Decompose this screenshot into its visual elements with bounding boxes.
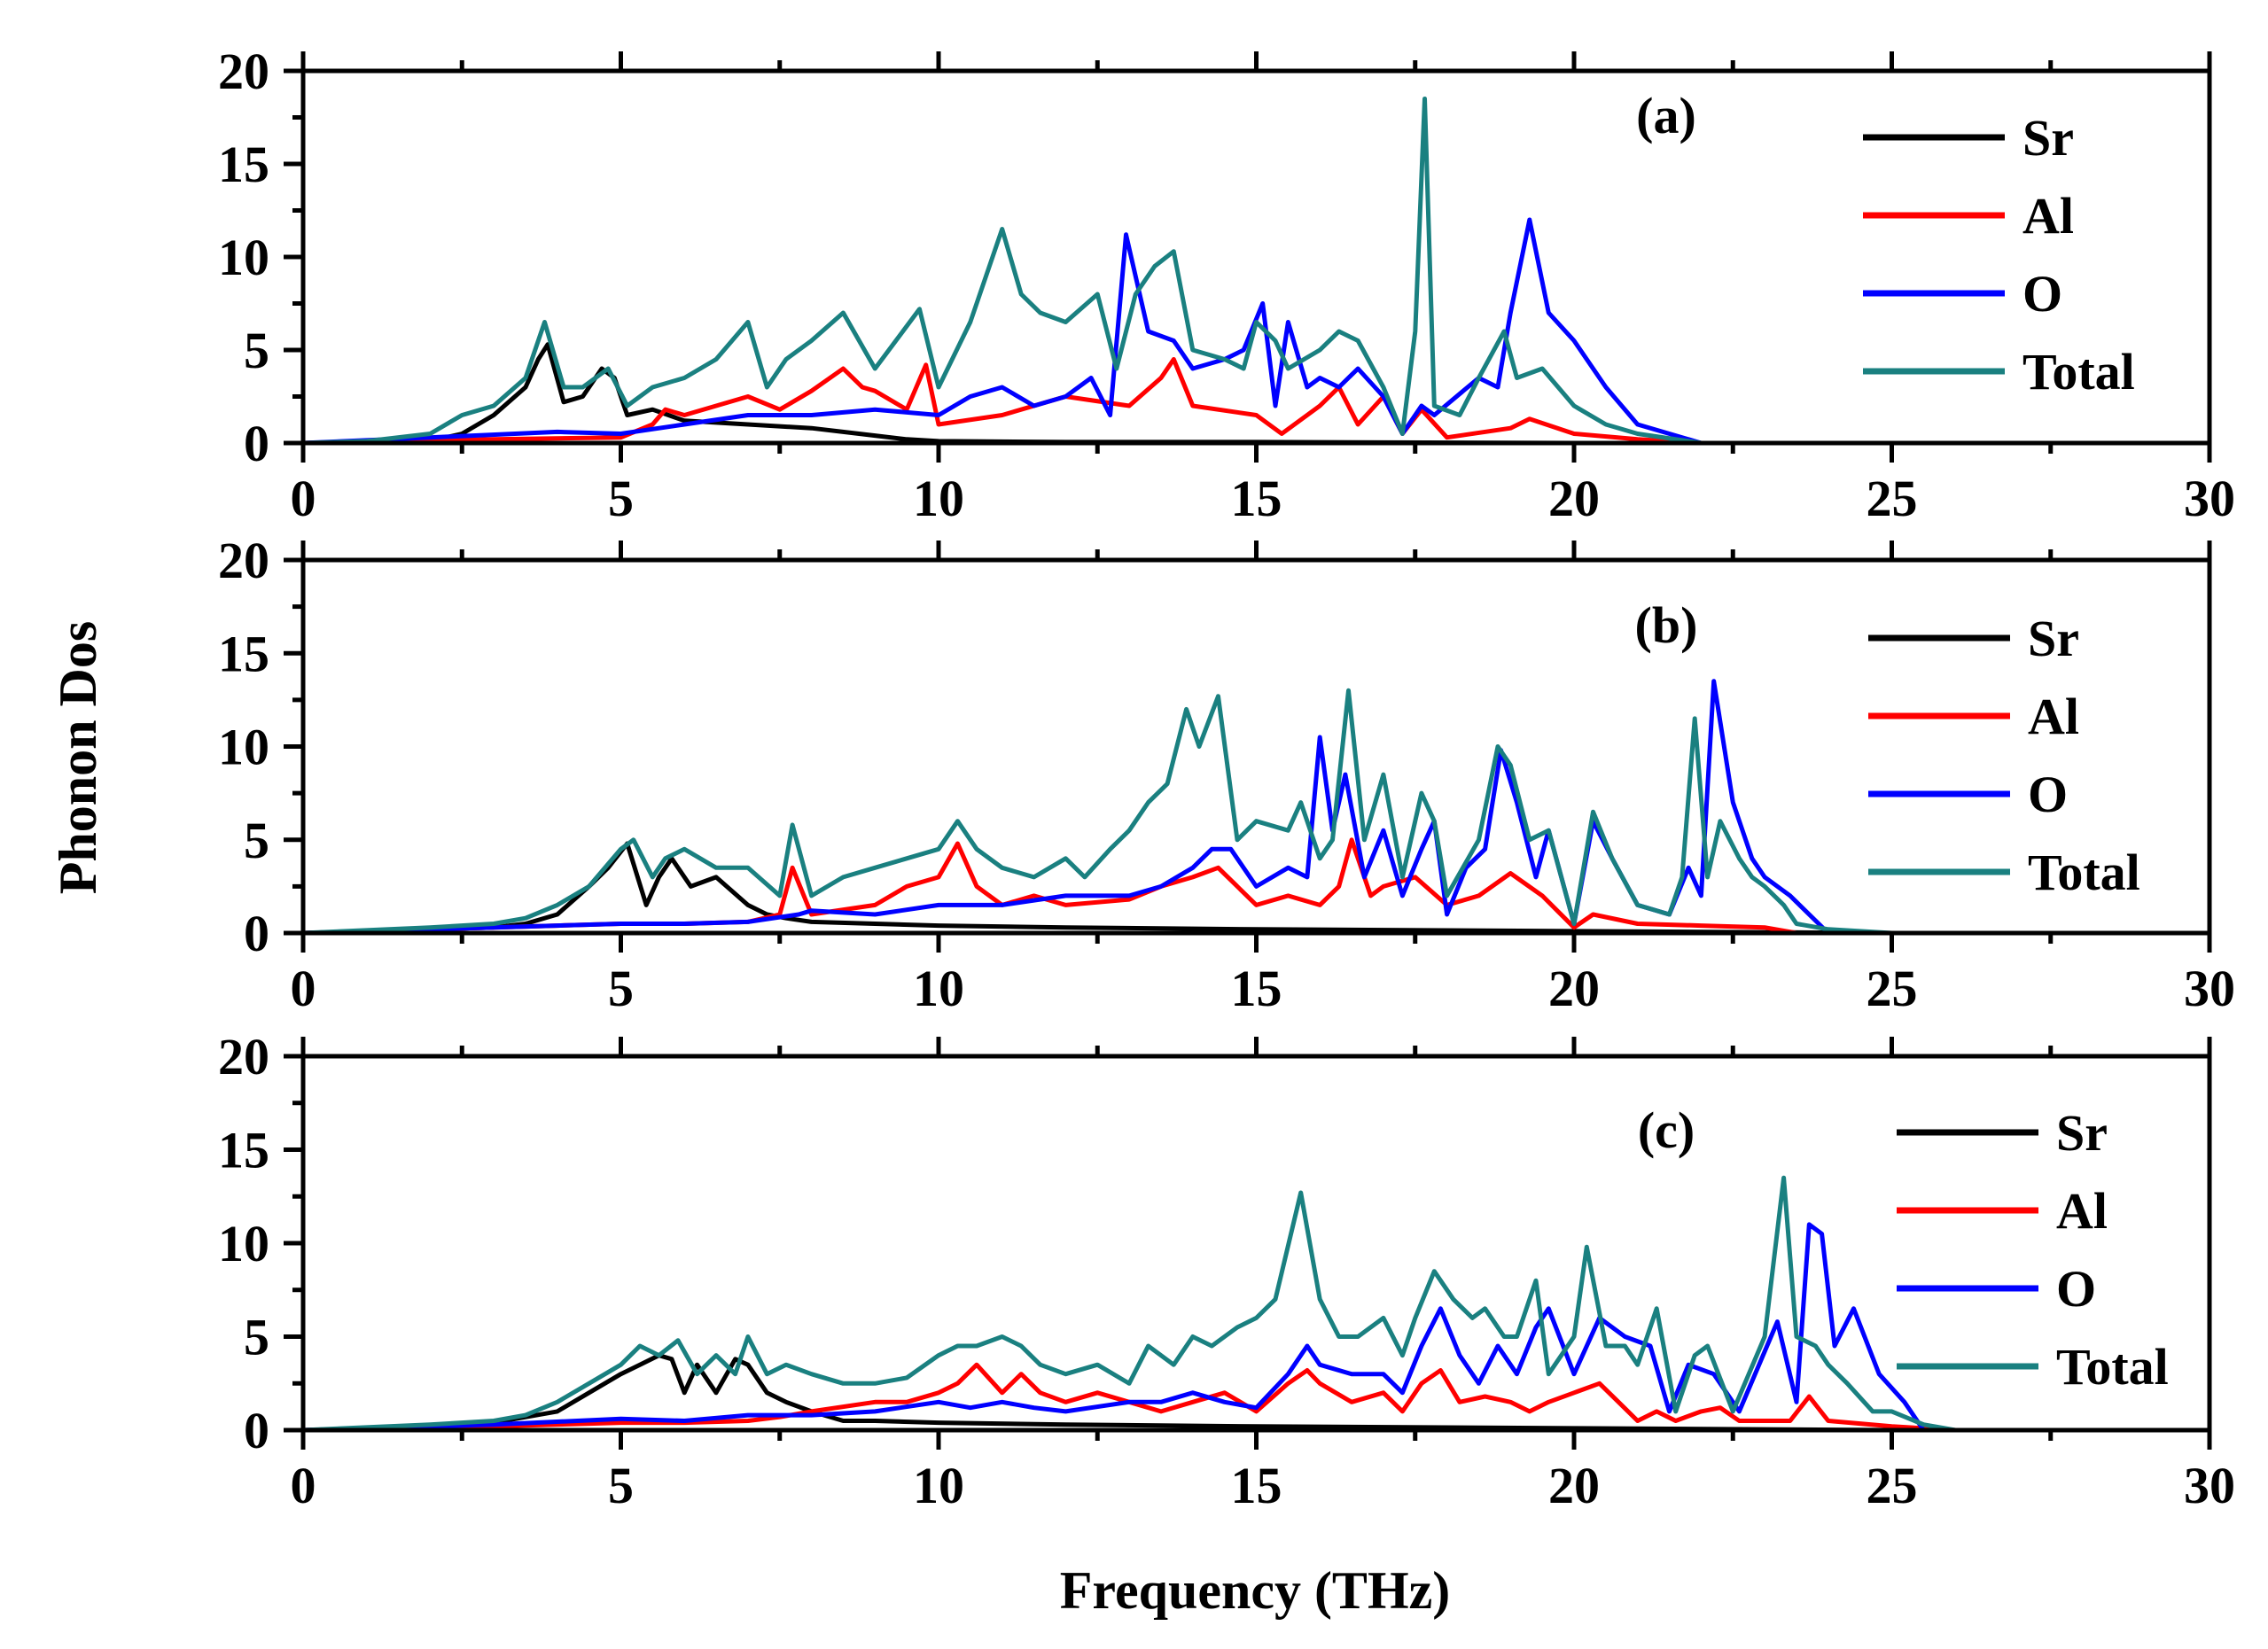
y-tick-label: 0	[244, 905, 269, 962]
x-tick-label: 20	[1548, 470, 1600, 527]
x-tick-label: 5	[608, 470, 634, 527]
legend-label-total: Total	[2022, 343, 2135, 401]
series-line-al	[300, 1362, 1958, 1433]
legend-label-o: O	[2022, 265, 2062, 323]
legend-label-sr: Sr	[2022, 109, 2074, 167]
y-tick-label: 5	[244, 322, 269, 379]
panel-0: 0 5 10 15 20 25 30 0 5 10 15 20 (a) Sr Al O Total	[218, 43, 2235, 527]
x-tick-label: 30	[2184, 960, 2235, 1017]
legend: Sr Al O Total	[1863, 109, 2135, 401]
y-tick-label: 15	[218, 1122, 269, 1179]
series-line-total	[300, 1175, 1958, 1433]
x-tick-label: 15	[1231, 1457, 1282, 1514]
panel-series-group	[300, 679, 1894, 936]
legend-label-al: Al	[2028, 688, 2079, 745]
y-tick-label: 20	[218, 43, 269, 100]
legend-label-o: O	[2056, 1260, 2096, 1318]
y-tick-label: 15	[218, 625, 269, 682]
series-line-o	[300, 1222, 1926, 1433]
y-tick-label: 5	[244, 812, 269, 869]
legend-label-sr: Sr	[2056, 1104, 2108, 1162]
legend-label-o: O	[2028, 766, 2068, 823]
panel-2: 0 5 10 15 20 25 30 0 5 10 15 20 (c) Sr Al O Total	[218, 1028, 2235, 1514]
panel-label: (b)	[1635, 596, 1698, 654]
x-tick-label: 5	[608, 1457, 634, 1514]
y-tick-label: 10	[218, 229, 269, 286]
x-tick-label: 30	[2184, 1457, 2235, 1514]
y-tick-label: 20	[218, 532, 269, 589]
legend-label-total: Total	[2056, 1338, 2169, 1396]
panel-label: (c)	[1638, 1101, 1695, 1159]
x-tick-label: 25	[1867, 470, 1918, 527]
plot-frame	[300, 1054, 2212, 1433]
series-line-total	[300, 688, 1894, 936]
x-tick-label: 0	[291, 1457, 316, 1514]
y-tick-label: 0	[244, 415, 269, 472]
x-tick-label: 25	[1867, 960, 1918, 1017]
series-line-o	[300, 217, 1703, 446]
y-axis-label: Phonon Dos	[49, 621, 107, 894]
series-line-total	[300, 97, 1831, 446]
y-tick-label: 5	[244, 1309, 269, 1366]
x-tick-label: 5	[608, 960, 634, 1017]
series-line-al	[300, 837, 1799, 936]
y-tick-label: 10	[218, 1215, 269, 1272]
x-tick-label: 30	[2184, 470, 2235, 527]
x-tick-label: 10	[913, 1457, 964, 1514]
legend: Sr Al O Total	[1868, 610, 2140, 901]
panel-1: 0 5 10 15 20 25 30 0 5 10 15 20 (b) Sr Al O Total	[218, 532, 2235, 1017]
x-tick-label: 0	[291, 470, 316, 527]
series-line-al	[300, 357, 1703, 446]
legend-label-al: Al	[2022, 187, 2074, 245]
y-tick-label: 0	[244, 1402, 269, 1459]
x-tick-label: 0	[291, 960, 316, 1017]
y-tick-label: 15	[218, 136, 269, 193]
panel-series-group	[300, 1175, 1958, 1433]
x-tick-label: 15	[1231, 470, 1282, 527]
x-tick-label: 10	[913, 470, 964, 527]
x-tick-label: 20	[1548, 960, 1600, 1017]
x-tick-label: 15	[1231, 960, 1282, 1017]
plot-frame	[300, 557, 2212, 936]
series-line-o	[300, 679, 1831, 936]
series-line-sr	[300, 1353, 1894, 1433]
y-tick-label: 20	[218, 1028, 269, 1085]
panel-label: (a)	[1636, 87, 1696, 144]
x-tick-label: 20	[1548, 1457, 1600, 1514]
x-tick-label: 10	[913, 960, 964, 1017]
legend: Sr Al O Total	[1897, 1104, 2169, 1396]
x-axis-label: Frequency (THz)	[1060, 1561, 1450, 1620]
panel-series-group	[300, 97, 1831, 446]
x-tick-label: 25	[1867, 1457, 1918, 1514]
y-tick-label: 10	[218, 719, 269, 776]
legend-label-total: Total	[2028, 844, 2140, 901]
series-line-sr	[300, 841, 1894, 936]
legend-label-sr: Sr	[2028, 610, 2079, 667]
legend-label-al: Al	[2056, 1182, 2108, 1240]
